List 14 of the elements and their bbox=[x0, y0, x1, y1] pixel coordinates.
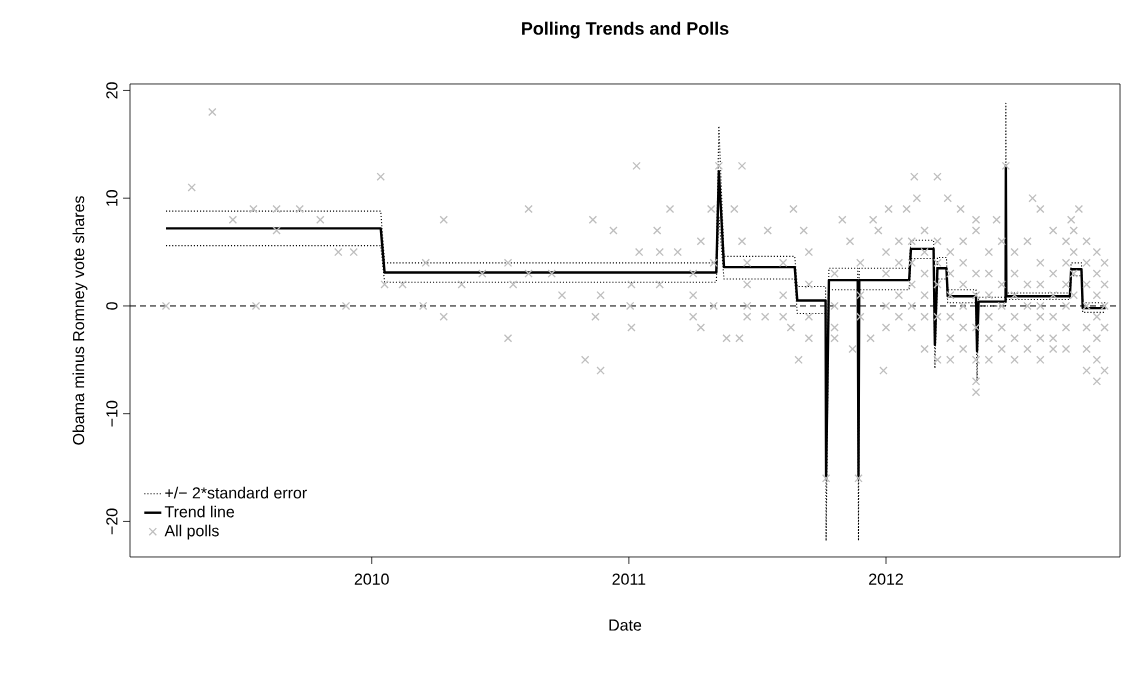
y-tick-label: 0 bbox=[106, 302, 118, 310]
y-axis-title: Obama minus Romney vote shares bbox=[72, 196, 88, 445]
y-tick-label: −10 bbox=[106, 400, 118, 427]
legend-label: +/− 2*standard error bbox=[165, 486, 307, 499]
x-axis-title: Date bbox=[609, 619, 642, 631]
y-tick-label: −20 bbox=[106, 508, 118, 535]
x-tick-label: 2011 bbox=[612, 573, 646, 585]
x-tick-label: 2012 bbox=[869, 573, 903, 585]
legend-label: Trend line bbox=[164, 505, 235, 518]
legend-label: All polls bbox=[164, 524, 219, 540]
y-tick-label: 20 bbox=[106, 82, 118, 99]
y-tick-label: 10 bbox=[106, 189, 118, 206]
chart-title: Polling Trends and Polls bbox=[522, 21, 729, 39]
x-tick-label: 2010 bbox=[354, 573, 389, 585]
